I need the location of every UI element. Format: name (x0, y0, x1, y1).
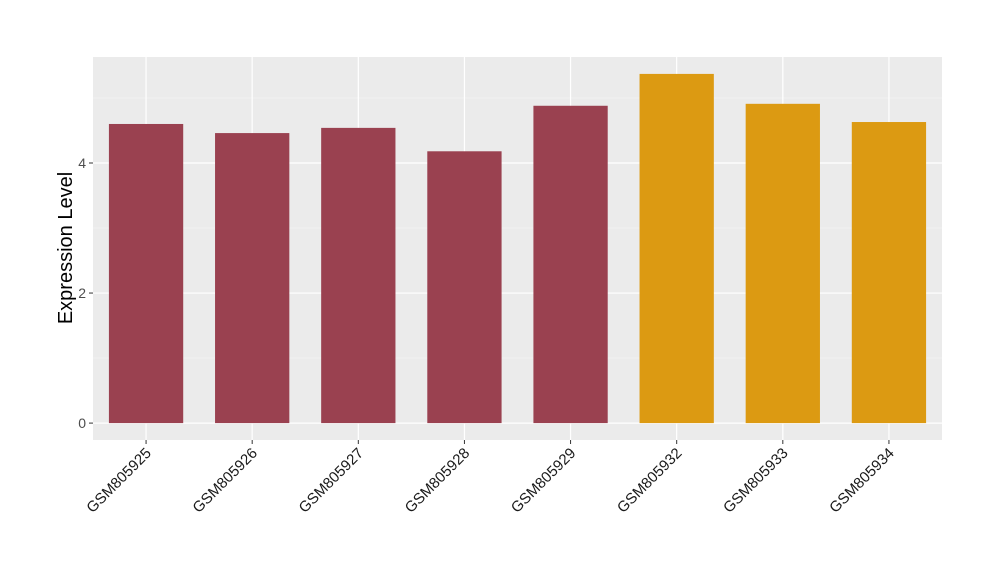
bar-GSM805934 (851, 122, 927, 424)
bar-GSM805929 (533, 105, 608, 424)
bar-GSM805933 (745, 103, 820, 424)
x-tick-label: GSM805934 (826, 445, 898, 517)
bar-GSM805927 (321, 127, 396, 424)
x-tick-label: GSM805927 (296, 445, 368, 517)
x-tick-label: GSM805932 (614, 445, 686, 517)
x-tick-label: GSM805925 (83, 445, 155, 517)
y-tick-label: 0 (78, 415, 86, 431)
bar-GSM805926 (215, 133, 290, 424)
bar-GSM805925 (108, 123, 184, 424)
x-tick-label: GSM805926 (189, 445, 261, 517)
y-tick-label: 4 (78, 155, 86, 171)
y-tick-label: 2 (78, 285, 86, 301)
bar-GSM805932 (639, 73, 714, 424)
x-tick-label: GSM805929 (508, 445, 580, 517)
y-axis-label: Expression Level (55, 172, 77, 324)
bar-GSM805928 (427, 151, 502, 424)
x-tick-label: GSM805928 (402, 445, 474, 517)
x-tick-label: GSM805933 (720, 445, 792, 517)
